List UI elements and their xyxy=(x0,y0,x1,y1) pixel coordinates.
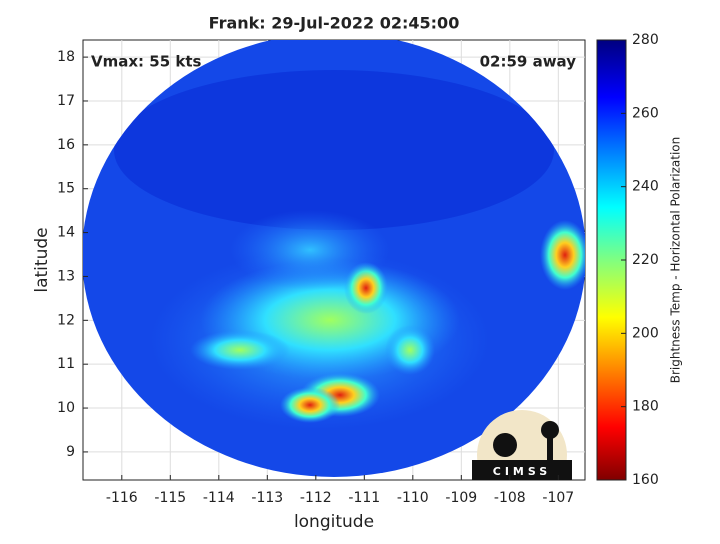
colorbar-tick-label: 240 xyxy=(632,179,659,195)
cimss-logo: CIMSS xyxy=(472,410,572,480)
y-tick-label: 12 xyxy=(57,312,75,328)
x-tick-label: -115 xyxy=(154,490,186,506)
chart-title: Frank: 29-Jul-2022 02:45:00 xyxy=(209,14,460,33)
y-tick-label: 10 xyxy=(57,400,75,416)
colorbar-tick-label: 280 xyxy=(632,32,659,48)
colorbar-tick-label: 260 xyxy=(632,105,659,121)
x-tick-label: -109 xyxy=(445,490,477,506)
x-tick-label: -116 xyxy=(106,490,138,506)
colorbar-tick-label: 180 xyxy=(632,399,659,415)
x-tick-label: -113 xyxy=(251,490,283,506)
x-tick-label: -108 xyxy=(494,490,526,506)
x-tick-label: -107 xyxy=(542,490,574,506)
y-tick-label: 16 xyxy=(57,137,75,153)
colorbar-tick-label: 220 xyxy=(632,252,659,268)
annotation: Vmax: 55 kts xyxy=(91,53,201,71)
y-tick-label: 17 xyxy=(57,93,75,109)
logo-text: CIMSS xyxy=(493,465,551,478)
y-axis-label: latitude xyxy=(32,227,52,292)
y-tick-label: 13 xyxy=(57,268,75,284)
annotation: 02:59 away xyxy=(480,53,577,71)
colorbar-label: Brightness Temp - Horizontal Polarizatio… xyxy=(669,137,683,384)
x-axis-label: longitude xyxy=(294,512,374,532)
y-tick-label: 15 xyxy=(57,181,75,197)
x-tick-label: -110 xyxy=(397,490,429,506)
x-tick-label: -111 xyxy=(348,490,380,506)
x-tick-label: -112 xyxy=(300,490,332,506)
satellite-image xyxy=(83,40,585,477)
y-tick-label: 18 xyxy=(57,49,75,65)
y-tick-label: 9 xyxy=(66,444,75,460)
colorbar-tick-label: 200 xyxy=(632,325,659,341)
x-tick-label: -114 xyxy=(203,490,235,506)
colorbar-tick-label: 160 xyxy=(632,472,659,488)
y-tick-label: 14 xyxy=(57,225,75,241)
y-tick-label: 11 xyxy=(57,356,75,372)
